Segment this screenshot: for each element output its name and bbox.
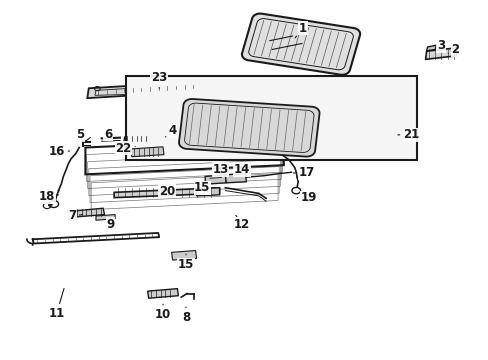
Text: 6: 6 <box>103 128 112 141</box>
Polygon shape <box>425 48 457 59</box>
Text: 1: 1 <box>295 22 306 38</box>
Polygon shape <box>87 81 206 98</box>
Text: 9: 9 <box>106 217 114 231</box>
Polygon shape <box>225 174 246 183</box>
Polygon shape <box>205 175 226 184</box>
Text: 10: 10 <box>155 304 171 321</box>
Text: 18: 18 <box>39 190 59 203</box>
Text: 3: 3 <box>432 40 444 53</box>
Text: 17: 17 <box>293 166 314 179</box>
Polygon shape <box>96 215 115 220</box>
Polygon shape <box>130 147 163 157</box>
Text: 15: 15 <box>178 254 194 271</box>
Text: 4: 4 <box>165 124 176 137</box>
Text: 7: 7 <box>68 210 82 222</box>
Polygon shape <box>73 208 104 217</box>
Polygon shape <box>242 14 360 75</box>
Text: 16: 16 <box>48 145 69 158</box>
Polygon shape <box>426 45 435 51</box>
Text: 8: 8 <box>182 307 190 324</box>
Polygon shape <box>123 136 153 143</box>
Text: 20: 20 <box>159 185 175 198</box>
Text: 12: 12 <box>233 215 250 231</box>
Polygon shape <box>147 289 178 298</box>
Text: 23: 23 <box>151 71 167 88</box>
Text: 15: 15 <box>194 181 210 194</box>
Text: 13: 13 <box>212 163 228 176</box>
Text: 11: 11 <box>48 288 64 320</box>
Bar <box>125 76 416 159</box>
Text: 5: 5 <box>76 129 85 141</box>
Text: 21: 21 <box>397 129 419 141</box>
Polygon shape <box>171 251 196 260</box>
Polygon shape <box>179 99 319 157</box>
Text: 22: 22 <box>115 142 135 155</box>
Text: 19: 19 <box>297 191 317 204</box>
Polygon shape <box>196 188 219 196</box>
Text: 2: 2 <box>447 43 459 56</box>
Polygon shape <box>114 188 219 198</box>
Text: 14: 14 <box>233 163 250 176</box>
